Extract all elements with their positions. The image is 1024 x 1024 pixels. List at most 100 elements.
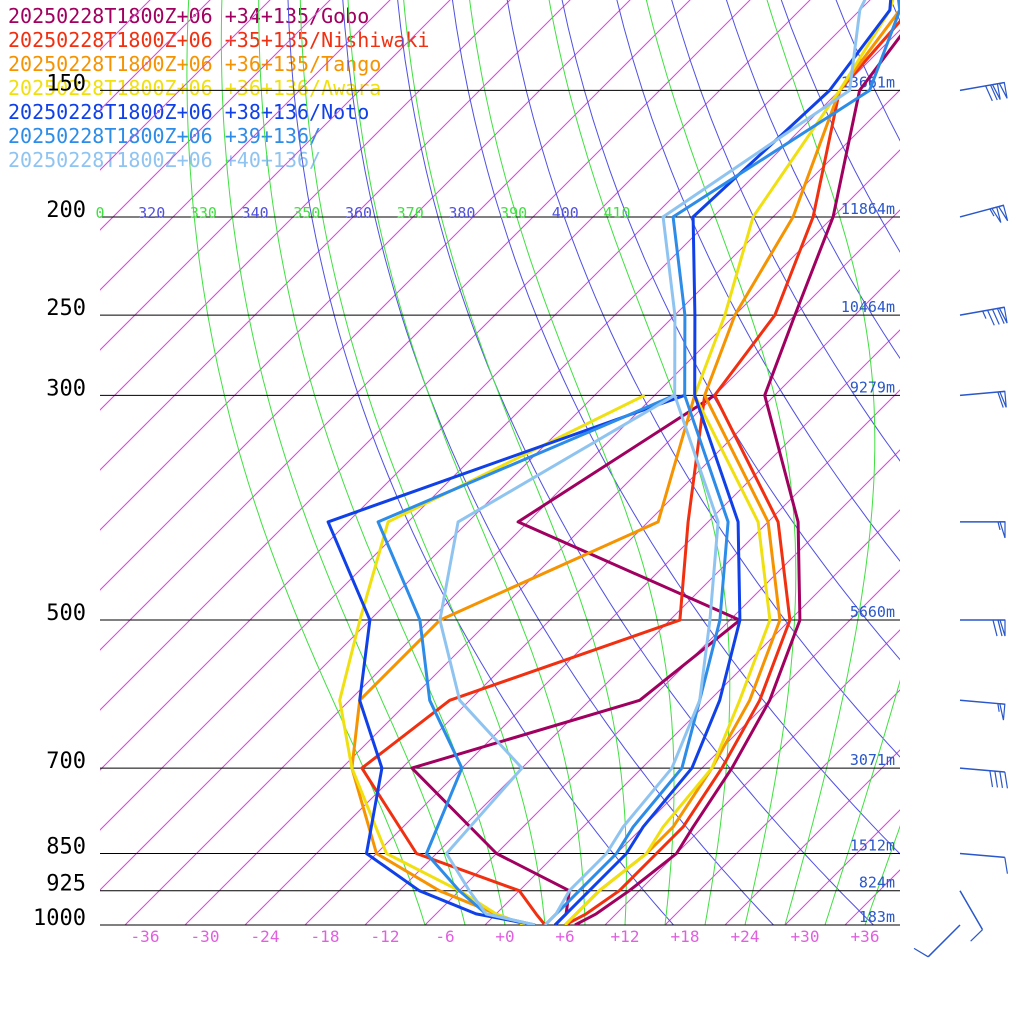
wind-barb	[959, 699, 1006, 721]
wind-barb-feather	[997, 619, 1003, 637]
wind-barb-half-feather	[989, 208, 995, 217]
theta-label: 340	[242, 204, 269, 222]
isotherm-line	[0, 0, 3, 967]
wind-barb-staff	[927, 924, 961, 958]
theta-label: 400	[552, 204, 579, 222]
theta-label: 370	[397, 204, 424, 222]
isotherm-line	[0, 0, 63, 967]
wind-barb	[913, 924, 961, 958]
height-label: 3071m	[850, 751, 895, 769]
wind-barb-flag	[999, 619, 1006, 637]
height-label: 5660m	[850, 603, 895, 621]
wind-barb-feather	[989, 84, 998, 101]
wind-barb-feather	[989, 770, 994, 788]
dry-adiabat	[890, 0, 1024, 947]
wind-barb	[960, 619, 1006, 637]
temperature-tick-label: -18	[311, 927, 340, 946]
isotherm-line	[604, 629, 900, 925]
temperature-tick-label: -30	[191, 927, 220, 946]
pressure-label: 925	[46, 872, 86, 897]
temperature-tick-label: -36	[131, 927, 160, 946]
wind-barb-flag	[999, 703, 1006, 721]
isotherm-line	[0, 0, 123, 967]
height-label: 11864m	[841, 200, 895, 218]
isotherm-line	[923, 0, 1024, 967]
isotherm-line	[100, 0, 451, 351]
isotherm-line	[100, 0, 271, 171]
dry-adiabat	[845, 0, 1024, 947]
height-label: 13661m	[841, 73, 895, 91]
isotherm-line	[100, 89, 900, 891]
wind-barb-feather	[996, 308, 1005, 324]
pressure-label: 500	[46, 601, 86, 626]
theta-label: 0	[95, 204, 104, 222]
temperature-profile	[553, 0, 893, 925]
dry-adiabat	[506, 0, 900, 758]
wind-barb-staff	[959, 306, 1005, 316]
theta-label: 330	[190, 204, 217, 222]
dry-adiabat	[287, 0, 675, 925]
wind-barb-flag	[997, 204, 1009, 222]
isotherm-line	[424, 449, 900, 925]
isotherm-line	[863, 0, 1024, 967]
theta-label: 360	[345, 204, 372, 222]
wind-barb-staff	[959, 852, 1005, 859]
wind-barb-flag	[998, 306, 1008, 324]
isotherm-line	[100, 0, 751, 651]
dry-adiabat	[890, 0, 900, 23]
wind-barb-feather	[1004, 771, 1009, 789]
wind-barb-feather	[994, 771, 999, 788]
moist-adiabat	[347, 0, 586, 925]
wind-barb-flag	[999, 521, 1006, 539]
legend-entry: 20250228T1800Z+06 +34+135/Gobo	[8, 4, 370, 28]
dewpoint-profile	[350, 394, 697, 925]
isotherm-line	[0, 0, 183, 967]
wind-barb-feather	[970, 929, 983, 942]
wind-barb	[959, 890, 984, 942]
isotherm-line	[100, 0, 871, 771]
temperature-profile	[543, 0, 900, 925]
moist-adiabat	[766, 0, 876, 925]
isotherm-line	[0, 0, 423, 967]
isotherm-line	[983, 0, 1024, 967]
temperature-tick-label: +30	[791, 927, 820, 946]
dry-adiabat	[780, 0, 900, 253]
moist-adiabat	[186, 0, 426, 925]
theta-label: 390	[500, 204, 527, 222]
isotherm-line	[844, 869, 900, 925]
wind-barb-feather	[991, 309, 1000, 325]
wind-barb-feather	[987, 310, 995, 326]
dewpoint-profile	[376, 393, 676, 925]
isotherm-line	[124, 149, 900, 925]
wind-barb-feather	[999, 771, 1004, 788]
wind-barb-feather	[997, 391, 1004, 408]
temperature-profile	[543, 0, 867, 925]
temperature-tick-label: -12	[371, 927, 400, 946]
wind-barb-flag	[990, 206, 1002, 223]
wind-barb-half-feather	[982, 310, 987, 319]
wind-barb-flag	[998, 81, 1008, 99]
temperature-profile	[564, 19, 900, 925]
isotherm-line	[724, 749, 900, 925]
dewpoint-profile	[360, 395, 707, 925]
pressure-label: 150	[46, 71, 86, 96]
moist-adiabat	[864, 825, 900, 925]
temperature-tick-label: -6	[435, 927, 454, 946]
isotherm-line	[100, 0, 511, 411]
theta-label: 380	[448, 204, 475, 222]
wind-barb-staff	[959, 699, 1005, 705]
isotherm-line	[100, 0, 211, 111]
isotherm-line	[100, 29, 900, 831]
height-label: 1512m	[850, 837, 895, 855]
wind-barb	[959, 852, 1009, 874]
wind-barb-staff	[959, 890, 984, 931]
isotherm-line	[100, 0, 631, 531]
wind-barb-half-feather	[997, 521, 1001, 531]
temperature-tick-label: +6	[555, 927, 574, 946]
dry-adiabat	[397, 0, 875, 925]
dry-adiabat	[561, 0, 900, 661]
wind-barb-staff	[959, 767, 1005, 773]
wind-barb-feather	[985, 85, 993, 102]
wind-barb-feather	[992, 619, 998, 637]
